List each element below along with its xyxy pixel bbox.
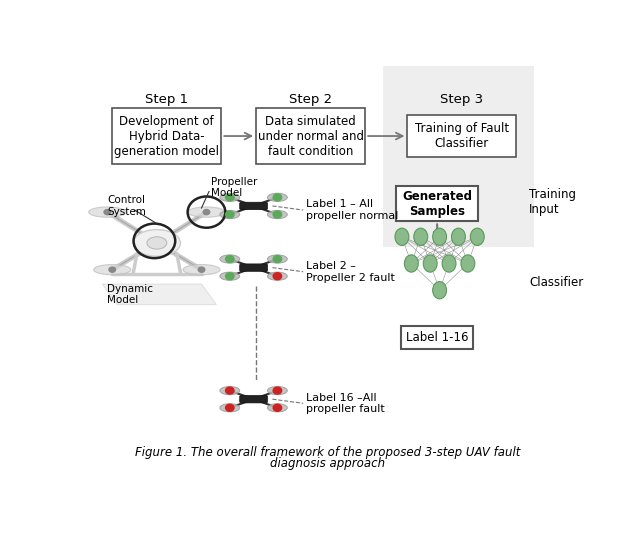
FancyBboxPatch shape	[240, 264, 268, 271]
Text: Label 2 –
Propeller 2 fault: Label 2 – Propeller 2 fault	[306, 261, 394, 282]
FancyBboxPatch shape	[240, 202, 268, 210]
Circle shape	[273, 387, 282, 394]
Text: Label 16 –All
propeller fault: Label 16 –All propeller fault	[306, 392, 385, 414]
Ellipse shape	[404, 255, 419, 272]
Ellipse shape	[220, 404, 240, 412]
Text: Figure 1. The overall framework of the proposed 3-step UAV fault: Figure 1. The overall framework of the p…	[135, 446, 521, 459]
Text: Classifier: Classifier	[529, 276, 583, 288]
Ellipse shape	[220, 255, 240, 263]
Circle shape	[225, 211, 234, 218]
Text: Step 1: Step 1	[145, 92, 188, 106]
Ellipse shape	[268, 272, 287, 280]
Ellipse shape	[442, 255, 456, 272]
FancyBboxPatch shape	[240, 396, 268, 403]
Circle shape	[273, 194, 282, 201]
Text: Data simulated
under normal and
fault condition: Data simulated under normal and fault co…	[258, 114, 364, 158]
Ellipse shape	[268, 404, 287, 412]
Text: Control
System: Control System	[108, 195, 146, 217]
Ellipse shape	[268, 210, 287, 218]
Ellipse shape	[220, 387, 240, 395]
Ellipse shape	[433, 281, 447, 299]
Bar	[401, 326, 473, 349]
Ellipse shape	[395, 228, 409, 246]
Text: Step 2: Step 2	[289, 92, 332, 106]
Circle shape	[273, 211, 282, 218]
Circle shape	[225, 404, 234, 411]
Circle shape	[273, 404, 282, 411]
Ellipse shape	[268, 387, 287, 395]
Ellipse shape	[433, 228, 447, 246]
Ellipse shape	[268, 193, 287, 201]
Circle shape	[273, 273, 282, 280]
Bar	[408, 115, 516, 156]
Ellipse shape	[470, 228, 484, 246]
Bar	[112, 108, 221, 164]
Text: Propeller
Model: Propeller Model	[211, 177, 258, 198]
Ellipse shape	[93, 264, 131, 275]
Circle shape	[202, 209, 211, 215]
Circle shape	[225, 256, 234, 263]
Ellipse shape	[183, 264, 220, 275]
Ellipse shape	[147, 237, 167, 249]
Bar	[383, 66, 534, 247]
Ellipse shape	[133, 230, 180, 256]
Text: Step 3: Step 3	[440, 92, 483, 106]
Circle shape	[273, 256, 282, 263]
Ellipse shape	[220, 272, 240, 280]
Text: Label 1 – All
propeller normal: Label 1 – All propeller normal	[306, 199, 398, 221]
Text: Generated
Samples: Generated Samples	[402, 190, 472, 218]
Polygon shape	[102, 284, 216, 304]
Ellipse shape	[414, 228, 428, 246]
Ellipse shape	[220, 210, 240, 218]
Text: Development of
Hybrid Data-
generation model: Development of Hybrid Data- generation m…	[115, 114, 220, 158]
Circle shape	[198, 266, 205, 273]
Text: Training
Input: Training Input	[529, 188, 576, 216]
Text: Label 1-16: Label 1-16	[406, 331, 468, 344]
Circle shape	[225, 273, 234, 280]
Ellipse shape	[268, 255, 287, 263]
Ellipse shape	[220, 193, 240, 201]
Circle shape	[225, 194, 234, 201]
Ellipse shape	[461, 255, 475, 272]
Text: Training of Fault
Classifier: Training of Fault Classifier	[415, 122, 509, 150]
Ellipse shape	[188, 207, 225, 217]
Bar	[256, 108, 365, 164]
Ellipse shape	[423, 255, 437, 272]
Text: diagnosis approach: diagnosis approach	[271, 457, 385, 470]
Circle shape	[108, 266, 116, 273]
Text: Dynamic
Model: Dynamic Model	[108, 284, 154, 305]
Ellipse shape	[451, 228, 465, 246]
Circle shape	[225, 387, 234, 394]
Bar	[396, 186, 478, 222]
Ellipse shape	[89, 207, 126, 217]
Circle shape	[103, 209, 111, 215]
